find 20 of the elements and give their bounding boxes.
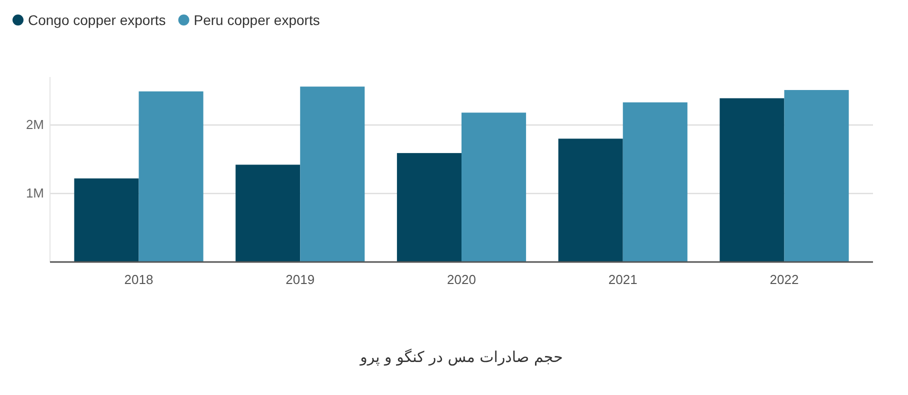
bar bbox=[558, 138, 623, 262]
bar bbox=[720, 98, 784, 262]
bar bbox=[622, 102, 688, 262]
bar bbox=[138, 91, 204, 262]
text: حجم صادرات مس در کنگو و پرو bbox=[359, 348, 563, 366]
bar bbox=[236, 164, 300, 262]
bar bbox=[74, 178, 139, 262]
y-tick-label: 2M bbox=[26, 117, 44, 132]
x-tick-label: 2022 bbox=[770, 272, 799, 287]
legend-label: Congo copper exports bbox=[28, 12, 166, 28]
bar bbox=[462, 112, 526, 262]
x-tick-label: 2019 bbox=[286, 272, 315, 287]
x-tick-label: 2021 bbox=[608, 272, 638, 287]
x-tick-label: 2018 bbox=[124, 272, 154, 287]
bar bbox=[300, 86, 365, 262]
y-tick-label: 1M bbox=[26, 186, 44, 201]
bar bbox=[784, 90, 849, 262]
legend-label: Peru copper exports bbox=[194, 12, 320, 28]
x-tick-label: 2020 bbox=[447, 272, 476, 287]
bar bbox=[396, 153, 462, 262]
